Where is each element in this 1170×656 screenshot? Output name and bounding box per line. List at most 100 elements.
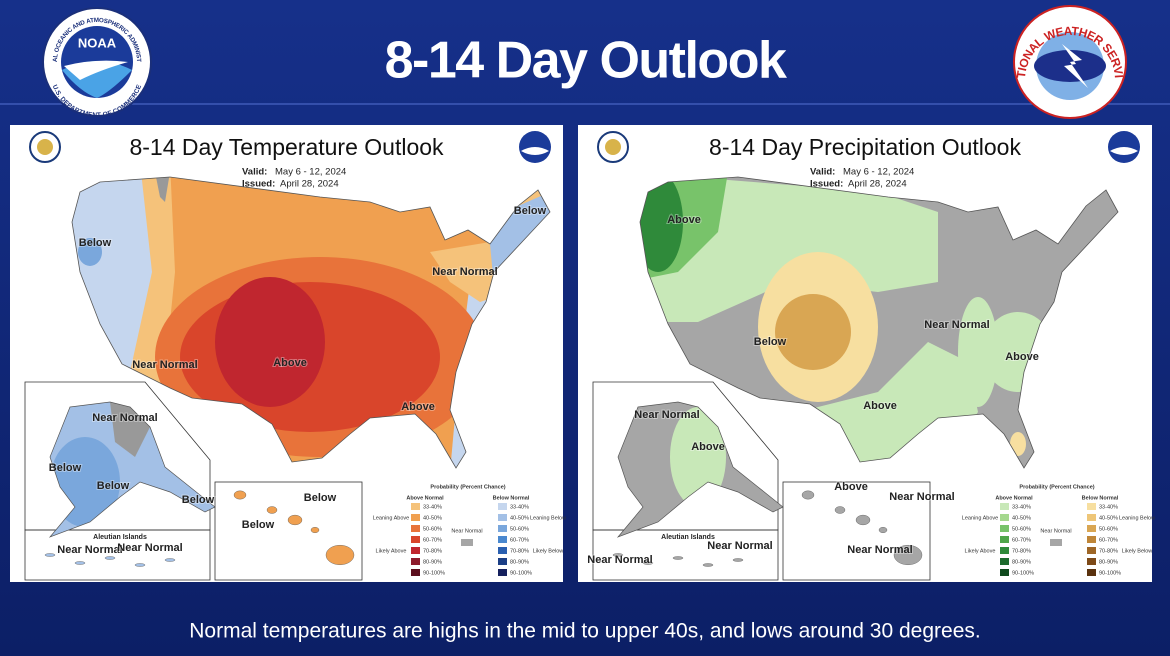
legend-header: Below Normal	[1082, 495, 1119, 501]
legend-range: 60-70%	[510, 537, 529, 543]
region-label: Near Normal	[57, 544, 122, 556]
legend-range: 60-70%	[423, 537, 442, 543]
region-label: Near Normal	[132, 359, 197, 371]
legend-swatch	[1000, 558, 1009, 565]
legend-range: 50-60%	[423, 526, 442, 532]
region	[1010, 432, 1026, 456]
region-label: Near Normal	[587, 554, 652, 566]
legend-swatch	[498, 558, 507, 565]
legend-range: 70-80%	[510, 548, 529, 554]
legend-swatch	[498, 547, 507, 554]
legend-side: Leaning Above	[373, 515, 409, 521]
legend-side: Likely Above	[376, 548, 407, 554]
region-label: Above	[834, 481, 868, 493]
legend-range: 33-40%	[1012, 504, 1031, 510]
slide-title: 8-14 Day Outlook	[385, 32, 787, 90]
region-label: Above	[691, 441, 725, 453]
region-label: Below	[754, 336, 787, 348]
legend-swatch	[1087, 569, 1096, 576]
legend-swatch	[1000, 503, 1009, 510]
logo-abbr: NOAA	[78, 35, 117, 50]
legend-range: 90-100%	[1012, 570, 1034, 576]
legend-swatch	[498, 536, 507, 543]
legend-swatch	[411, 503, 420, 510]
inset-label: Aleutian Islands	[93, 534, 147, 541]
map-title: 8-14 Day Temperature Outlook	[129, 134, 444, 160]
region-label: Below	[97, 480, 130, 492]
legend-swatch	[461, 539, 473, 546]
legend-range: 70-80%	[1012, 548, 1031, 554]
region	[78, 238, 102, 266]
legend-range: 90-100%	[423, 570, 445, 576]
aleutian-island	[612, 553, 624, 557]
hawaii-island	[287, 514, 303, 526]
region-label: Near Normal	[117, 542, 182, 554]
valid-label: Valid:	[242, 167, 267, 178]
legend-side: Near Normal	[1040, 528, 1071, 534]
region-label: Above	[863, 400, 897, 412]
logo-bird	[64, 60, 128, 80]
aleutian-island	[672, 556, 684, 560]
legend-range: 50-60%	[1012, 526, 1031, 532]
legend-side: Likely Below	[1122, 548, 1153, 554]
doc-seal-inner	[605, 139, 621, 155]
legend-range: 80-90%	[423, 559, 442, 565]
alaska-outline	[48, 401, 216, 538]
legend-range: 40-50%	[423, 515, 442, 521]
logo-bolt	[1062, 44, 1088, 88]
legend-range: 50-60%	[510, 526, 529, 532]
aleutian-island	[642, 561, 654, 565]
legend-range: 33-40%	[1099, 504, 1118, 510]
aleutian-island	[732, 558, 744, 562]
map-panel: 8-14 Day Precipitation Outlook Valid: May …	[578, 125, 1155, 582]
legend-range: 70-80%	[423, 548, 442, 554]
inset-frame	[24, 381, 211, 531]
legend: Probability (Percent Chance) Above Normal…	[962, 484, 1155, 576]
hawaii-island	[801, 490, 815, 500]
legend-swatch	[1000, 525, 1009, 532]
region-label: Above	[1005, 351, 1039, 363]
aleutian-island	[134, 563, 146, 567]
hawaii-island	[893, 545, 923, 566]
hawaii-island	[878, 527, 888, 534]
inset-frame	[782, 481, 931, 581]
issued-label: Issued:	[242, 179, 275, 190]
conus-outline	[639, 176, 1119, 469]
region	[670, 407, 726, 507]
region-label: Below	[49, 462, 82, 474]
legend-side: Leaning Below	[530, 515, 566, 521]
inset-frame	[214, 481, 363, 581]
legend-range: 40-50%	[1012, 515, 1031, 521]
legend-swatch	[1000, 547, 1009, 554]
legend-swatch	[498, 514, 507, 521]
legend-title: Probability (Percent Chance)	[430, 484, 505, 490]
aleutian-island	[74, 561, 86, 565]
hawaii-island	[834, 506, 846, 514]
legend-side: Leaning Below	[1119, 515, 1155, 521]
region-label: Below	[514, 205, 547, 217]
map-title: 8-14 Day Precipitation Outlook	[709, 134, 1021, 160]
hawaii-island	[855, 514, 871, 526]
legend-swatch	[1087, 558, 1096, 565]
valid-dates: May 6 - 12, 2024	[275, 167, 346, 178]
legend-swatch	[498, 569, 507, 576]
inset-frame	[24, 529, 211, 581]
hawaii-island	[325, 545, 355, 566]
issued-label: Issued:	[810, 179, 843, 190]
legend-swatch	[411, 569, 420, 576]
noaa-seal-bird	[521, 147, 549, 155]
issued-date: April 28, 2024	[848, 179, 907, 190]
legend-swatch	[1087, 525, 1096, 532]
region-label: Near Normal	[847, 544, 912, 556]
panels: 8-14 Day Temperature Outlook Valid: May 6 …	[10, 125, 1155, 582]
legend-range: 40-50%	[510, 515, 529, 521]
region-label: Above	[667, 214, 701, 226]
legend-swatch	[1050, 539, 1062, 546]
region-label: Below	[242, 519, 275, 531]
legend-swatch	[1000, 514, 1009, 521]
legend-swatch	[411, 514, 420, 521]
legend-range: 50-60%	[1099, 526, 1118, 532]
region-label: Above	[401, 401, 435, 413]
aleutian-island	[164, 558, 176, 562]
